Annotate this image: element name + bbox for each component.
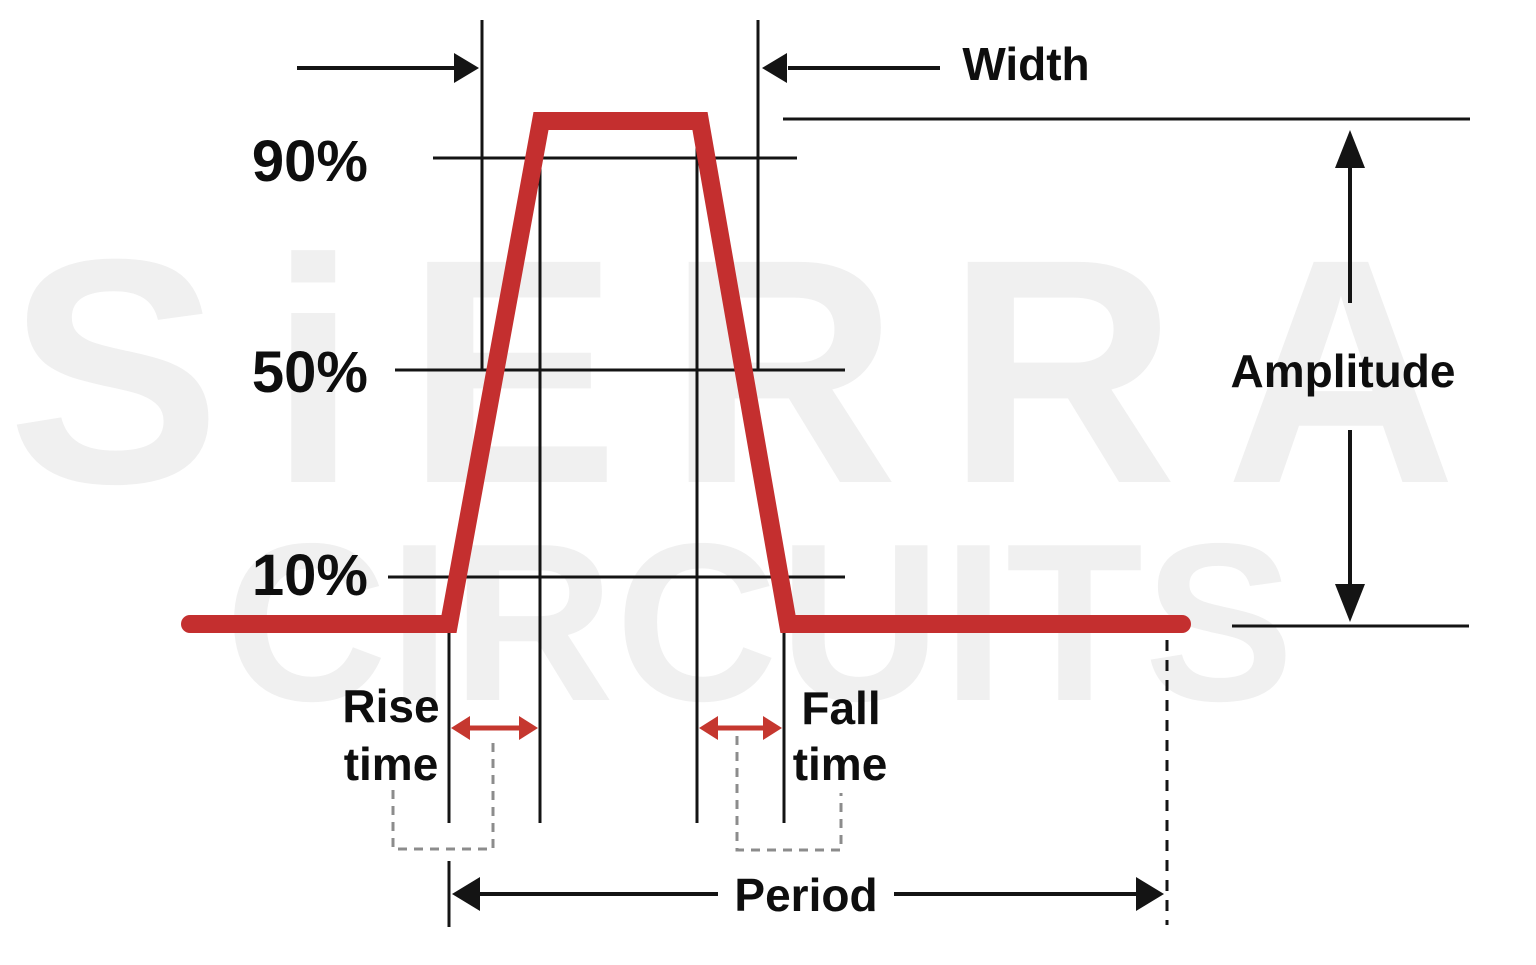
width-annotation: Width — [297, 38, 1090, 90]
amplitude-label: Amplitude — [1231, 345, 1456, 397]
period-left-arrow-icon — [452, 877, 480, 911]
fall-time-left-arrow-icon — [699, 716, 718, 740]
rise-time-dashed-bracket — [391, 736, 495, 851]
amplitude-annotation: Amplitude — [1231, 130, 1456, 622]
rise-time-label-line1: Rise — [342, 680, 439, 732]
width-right-arrow-icon — [762, 53, 787, 83]
pulse-waveform — [181, 112, 1191, 633]
rise-time-annotation: Rise time — [342, 680, 538, 851]
ninety-percent-label: 90% — [252, 129, 368, 194]
ten-percent-label: 10% — [252, 543, 368, 608]
rise-time-right-arrow-icon — [519, 716, 538, 740]
amplitude-up-arrow-icon — [1335, 130, 1365, 168]
rise-time-label-line2: time — [344, 738, 439, 790]
amplitude-down-arrow-icon — [1335, 584, 1365, 622]
fifty-percent-label: 50% — [252, 340, 368, 405]
period-right-arrow-icon — [1136, 877, 1164, 911]
fall-time-dashed-bracket — [735, 736, 843, 852]
period-label: Period — [734, 869, 877, 921]
fall-time-annotation: Fall time — [699, 682, 888, 852]
period-annotation: Period — [452, 869, 1164, 921]
fall-time-label-line2: time — [793, 738, 888, 790]
fall-time-label-line1: Fall — [801, 682, 880, 734]
fall-time-right-arrow-icon — [763, 716, 782, 740]
width-left-arrow-icon — [454, 53, 479, 83]
width-label: Width — [962, 38, 1089, 90]
rise-time-left-arrow-icon — [451, 716, 470, 740]
